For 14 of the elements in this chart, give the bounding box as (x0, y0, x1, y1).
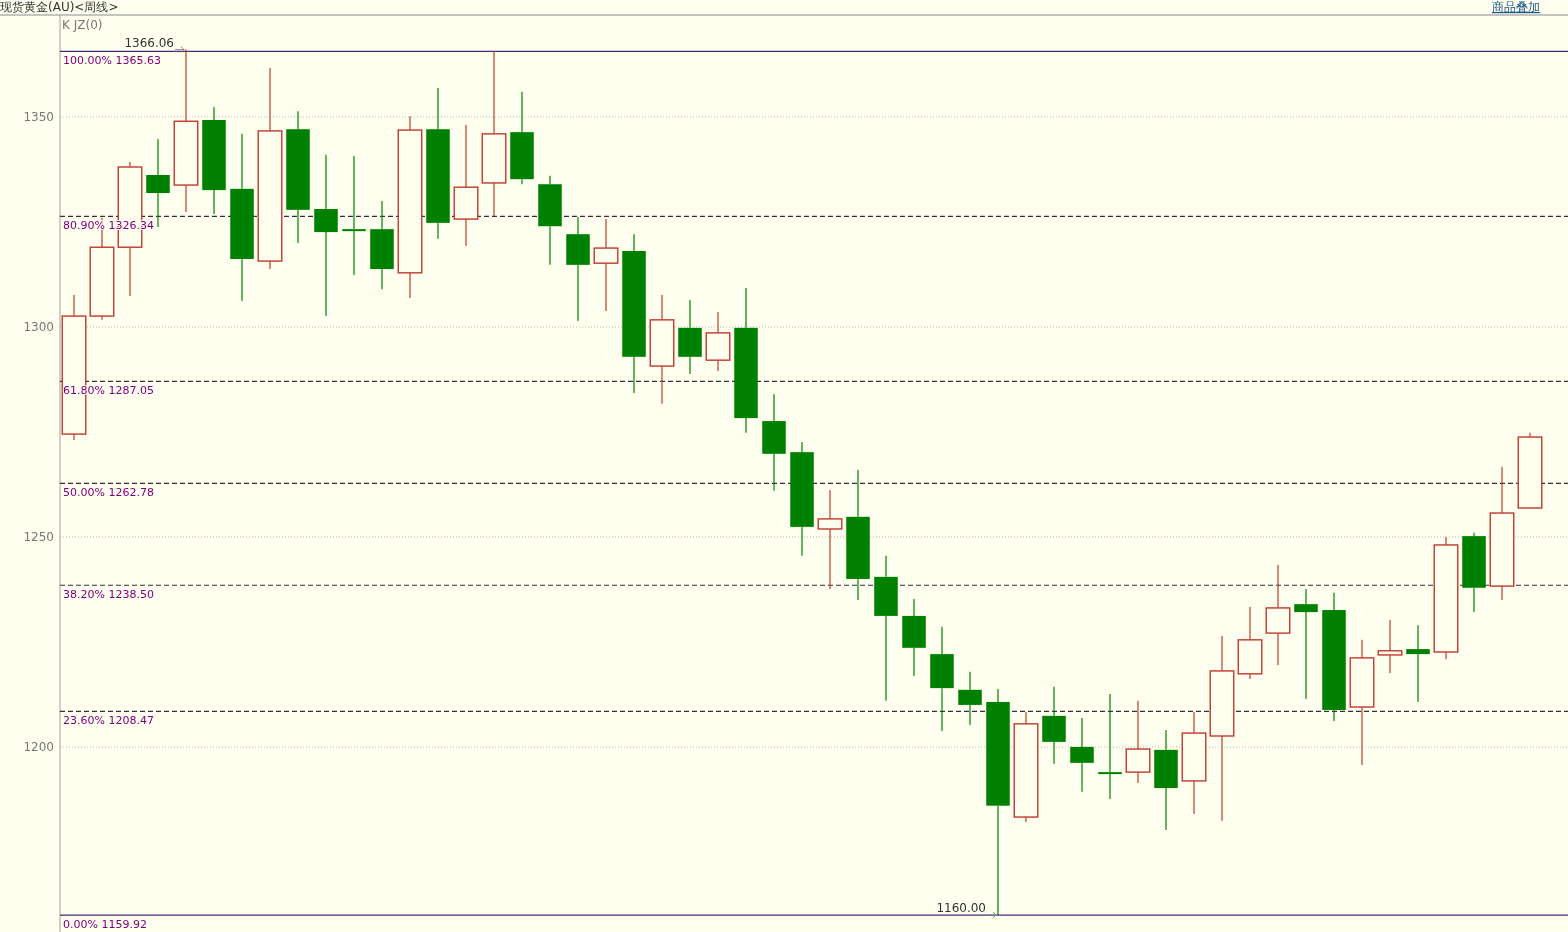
annotation: 1160.00 (936, 900, 986, 915)
ytick: 1350 (23, 110, 54, 125)
ref-label: 0.00% 1159.92 (63, 918, 147, 932)
ref-label: 23.60% 1208.47 (63, 714, 154, 728)
ref-label: 38.20% 1238.50 (63, 588, 154, 602)
annotation: 商品叠加 (1492, 0, 1540, 14)
ytick: 1200 (23, 739, 54, 754)
annotation: K JZ(0) (62, 18, 103, 32)
ref-label: 50.00% 1262.78 (63, 486, 154, 500)
ref-label: 100.00% 1365.63 (63, 54, 161, 68)
title: 现货黄金(AU)<周线> (0, 0, 119, 14)
annotation: 1366.06 (124, 35, 174, 50)
ytick: 1250 (23, 529, 54, 544)
ytick: 1300 (23, 320, 54, 334)
